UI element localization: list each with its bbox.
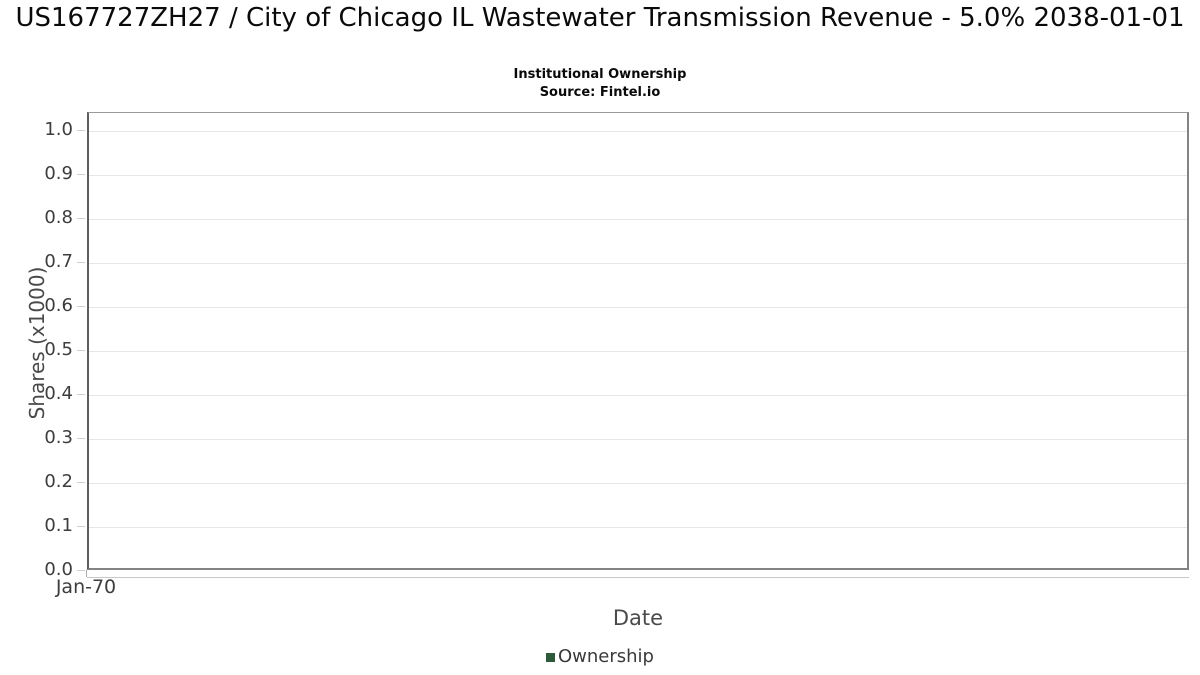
y-tick-label: 1.0 [44,119,73,140]
y-tick-mark [77,174,85,175]
y-tick-label: 0.9 [44,163,73,184]
y-tick-mark [77,438,85,439]
legend: Ownership [0,646,1200,668]
y-tick-mark [77,394,85,395]
chart-subtitle: Institutional Ownership [513,67,687,82]
gridline [89,439,1187,440]
x-tick-mark [86,570,87,577]
y-tick-mark [77,218,85,219]
gridline [89,131,1187,132]
y-tick-mark [77,306,85,307]
y-tick-mark [77,262,85,263]
gridline [89,307,1187,308]
y-tick-mark [77,482,85,483]
gridline [89,527,1187,528]
gridline [89,351,1187,352]
plot-area [87,112,1189,570]
legend-label-ownership: Ownership [558,646,654,667]
y-tick-mark [77,130,85,131]
y-tick-label: 0.8 [44,207,73,228]
gridline [89,219,1187,220]
legend-swatch-ownership [546,652,555,662]
chart-title: US167727ZH27 / City of Chicago IL Wastew… [15,3,1185,33]
y-tick-label: 0.3 [44,427,73,448]
y-tick-mark [77,350,85,351]
y-tick-mark [77,526,85,527]
y-tick-mark [77,570,85,571]
gridline [89,175,1187,176]
y-tick-label: 0.2 [44,471,73,492]
x-axis-title: Date [612,606,664,630]
y-axis-title: Shares (x1000) [25,266,49,420]
chart-source: Source: Fintel.io [539,85,661,100]
x-tick-label: Jan-70 [55,576,117,598]
gridline [89,263,1187,264]
y-tick-label: 0.1 [44,515,73,536]
gridline [89,395,1187,396]
gridline [89,483,1187,484]
legend-item-ownership[interactable]: Ownership [546,646,654,668]
x-axis-baseline [87,577,1189,578]
